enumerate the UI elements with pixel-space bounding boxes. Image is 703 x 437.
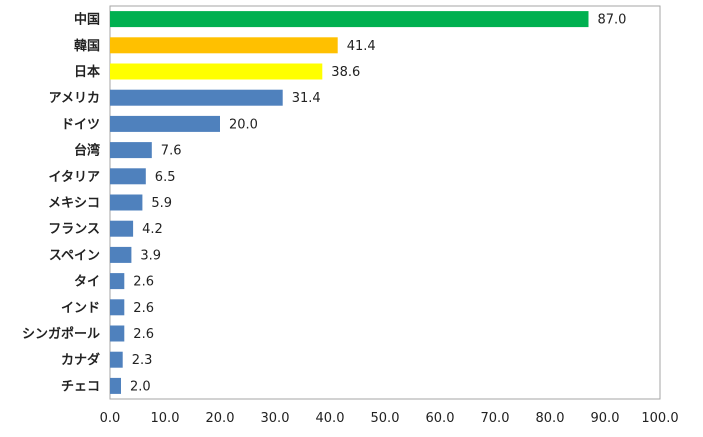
x-tick-label-6: 60.0 bbox=[426, 411, 455, 426]
bar-8 bbox=[110, 220, 134, 237]
x-axis-ticks: 0.0 10.0 20.0 30.0 40.0 50.0 60.0 70.0 80.0 90.0 1… bbox=[100, 411, 679, 426]
value-labels: 87.0 41.4 38.6 31.4 20.0 7.6 6.5 5.9 4.2 3.9 2.6 2.… bbox=[130, 13, 626, 395]
category-label-13: カナダ bbox=[61, 352, 100, 368]
bar-10 bbox=[110, 273, 125, 290]
value-label-0: 87.0 bbox=[598, 13, 627, 28]
category-label-10: タイ bbox=[74, 275, 100, 290]
category-label-2: 日本 bbox=[74, 64, 100, 80]
category-label-4: ドイツ bbox=[61, 117, 100, 132]
category-labels: 中国韓国日本アメリカドイツ台湾イタリアメキシコフランススペインタイインドシンガポ… bbox=[22, 12, 100, 395]
value-label-8: 4.2 bbox=[142, 222, 163, 237]
bar-5 bbox=[110, 142, 152, 159]
bar-3 bbox=[110, 89, 283, 106]
x-tick-label-3: 30.0 bbox=[261, 411, 290, 426]
value-label-11: 2.6 bbox=[133, 301, 154, 316]
category-label-1: 韓国 bbox=[74, 38, 100, 54]
bar-13 bbox=[110, 351, 123, 368]
category-label-5: 台湾 bbox=[74, 143, 100, 159]
bar-2 bbox=[110, 63, 323, 80]
x-tick-label-0: 0.0 bbox=[100, 411, 121, 426]
category-label-14: チェコ bbox=[61, 379, 100, 394]
category-label-6: イタリア bbox=[49, 170, 100, 185]
category-label-11: インド bbox=[61, 301, 100, 316]
x-tick-label-1: 10.0 bbox=[151, 411, 180, 426]
bar-6 bbox=[110, 168, 146, 185]
bar-11 bbox=[110, 299, 125, 316]
category-label-8: フランス bbox=[48, 222, 100, 237]
value-label-7: 5.9 bbox=[151, 196, 172, 211]
x-tick-label-9: 90.0 bbox=[591, 411, 620, 426]
bar-14 bbox=[110, 377, 121, 394]
value-label-3: 31.4 bbox=[292, 91, 321, 106]
category-label-12: シンガポール bbox=[22, 326, 100, 342]
bars bbox=[110, 11, 589, 394]
category-label-9: スペイン bbox=[49, 248, 100, 263]
value-label-1: 41.4 bbox=[347, 39, 376, 54]
x-tick-label-8: 80.0 bbox=[536, 411, 565, 426]
category-label-7: メキシコ bbox=[48, 196, 100, 211]
value-label-13: 2.3 bbox=[132, 353, 153, 368]
value-label-4: 20.0 bbox=[229, 117, 258, 132]
x-tick-label-4: 40.0 bbox=[316, 411, 345, 426]
x-tick-label-7: 70.0 bbox=[481, 411, 510, 426]
bar-4 bbox=[110, 115, 220, 132]
value-label-10: 2.6 bbox=[133, 275, 154, 290]
value-label-6: 6.5 bbox=[155, 170, 176, 185]
bar-9 bbox=[110, 246, 132, 263]
bar-1 bbox=[110, 37, 338, 54]
category-label-3: アメリカ bbox=[49, 91, 100, 106]
category-label-0: 中国 bbox=[74, 12, 100, 28]
value-label-2: 38.6 bbox=[331, 65, 360, 80]
bar-0 bbox=[110, 11, 589, 28]
x-tick-label-2: 20.0 bbox=[206, 411, 235, 426]
value-label-14: 2.0 bbox=[130, 379, 151, 394]
x-tick-label-10: 100.0 bbox=[641, 411, 678, 426]
value-label-12: 2.6 bbox=[133, 327, 154, 342]
bar-7 bbox=[110, 194, 143, 211]
bar-12 bbox=[110, 325, 125, 342]
value-label-9: 3.9 bbox=[140, 248, 161, 263]
x-tick-label-5: 50.0 bbox=[371, 411, 400, 426]
value-label-5: 7.6 bbox=[161, 144, 182, 159]
